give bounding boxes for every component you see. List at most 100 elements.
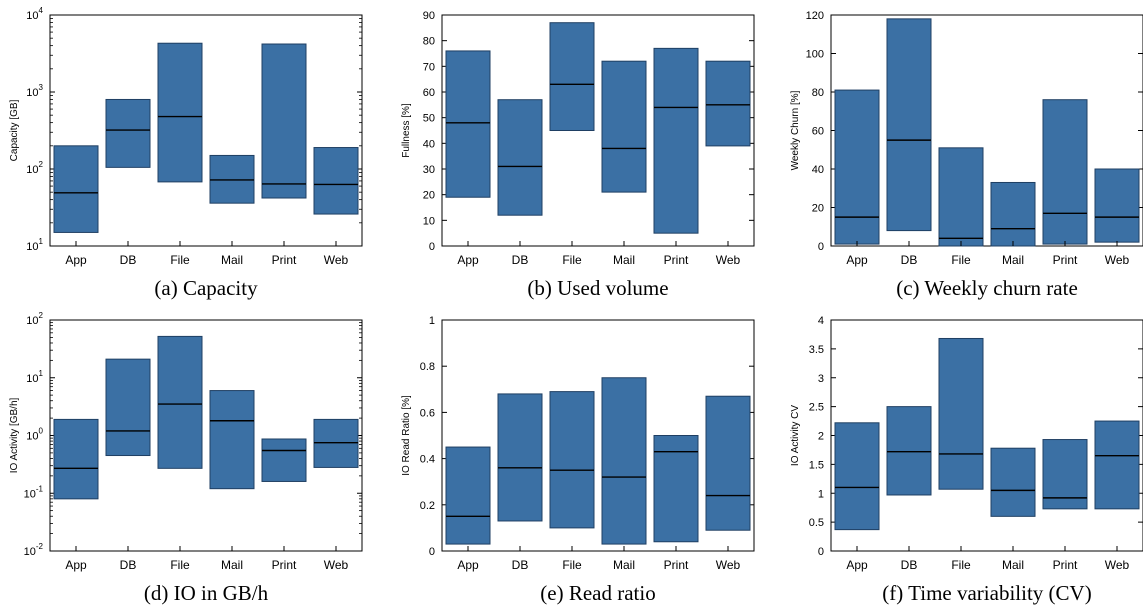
y-tick-label: 40 [423,138,435,150]
x-tick-label: App [846,558,868,572]
x-tick-label: File [170,253,190,267]
chart-panel-time-variability: 0 0.5 1 1.5 2 2.5 3 3.5 4 IO Activity CV App DB File… [781,305,1143,610]
x-tick-label: Mail [613,558,635,572]
chart-capacity: 101 102 103 104 Capacity [GB] App DB File Mail Pr… [9,6,363,267]
y-axis-label: Weekly Churn [%] [790,90,801,170]
y-tick-label: 30 [423,164,435,176]
y-tick-label: 1 [818,488,824,500]
y-tick-label: 80 [423,36,435,48]
box-web [313,147,359,215]
x-tick-label: Print [1053,558,1078,572]
box-db [105,98,151,168]
box-mail [209,390,255,490]
chart-panel-capacity: 101 102 103 104 Capacity [GB] App DB File Mail Pr… [0,0,363,305]
box-print [261,438,307,482]
box-db [886,406,932,496]
y-axis-label: IO Read Ratio [%] [401,395,412,476]
chart-time-variability: 0 0.5 1 1.5 2 2.5 3 3.5 4 IO Activity CV App DB File… [790,315,1143,572]
y-tick-label: 120 [806,10,824,22]
box-app [834,422,880,531]
x-tick-label: App [65,558,87,572]
x-tick-label: App [65,253,87,267]
x-tick-label: Print [272,558,297,572]
x-tick-label: Web [1105,558,1130,572]
y-tick-label: 0.2 [420,500,435,512]
box-app [53,145,99,233]
plot-frame [441,319,755,552]
x-tick-label: Mail [613,253,635,267]
box-web [1094,168,1140,243]
y-tick-label: 0.5 [809,517,824,529]
y-axis-label: IO Activity [GB/h] [9,397,20,473]
y-tick-label: 50 [423,113,435,125]
x-tick-label: Print [272,253,297,267]
box-file [157,42,203,183]
y-tick-label: 2.5 [809,402,824,414]
x-tick-label: File [951,558,971,572]
box-file [938,147,984,247]
chart-panel-weekly-churn: 0 20 40 60 80 100 120 Weekly Churn [%] App DB File… [781,0,1143,305]
x-tick-label: Web [716,558,741,572]
box-print [1042,99,1088,245]
y-tick-label: 4 [818,315,824,327]
x-tick-label: DB [120,253,137,267]
x-tick-label: DB [512,558,529,572]
y-tick-label: 70 [423,61,435,73]
box-web [1094,420,1140,510]
box-db [886,18,932,232]
x-tick-label: DB [120,558,137,572]
y-tick-label: 80 [812,87,824,99]
x-tick-label: Mail [1002,558,1024,572]
box-app [445,50,491,198]
y-tick-label: 3 [818,373,824,385]
y-axis-label: Capacity [GB] [9,99,20,161]
x-tick-label: File [170,558,190,572]
plot-frame [49,14,363,247]
box-app [834,89,880,245]
box-file [549,391,595,529]
chart-read-ratio: 0 0.2 0.4 0.6 0.8 1 IO Read Ratio [%] App DB File… [401,315,755,572]
box-print [261,43,307,199]
y-tick-label: 0.8 [420,361,435,373]
box-file [157,335,203,469]
y-tick-label: 2 [818,431,824,443]
y-tick-label: 0.4 [420,454,435,466]
x-tick-label: Web [716,253,741,267]
box-file [549,22,595,132]
plot-frame [441,14,755,247]
box-db [497,393,543,522]
x-tick-label: DB [901,253,918,267]
chart-panel-read-ratio: 0 0.2 0.4 0.6 0.8 1 IO Read Ratio [%] App DB File… [392,305,755,610]
chart-used-volume: 0 10 20 30 40 50 60 70 80 90 Fullness [%] App DB File… [401,10,755,267]
x-tick-label: File [562,253,582,267]
x-tick-label: Mail [1002,253,1024,267]
x-tick-label: Mail [221,253,243,267]
chart-io-gbh: 10-2 10-1 100 101 102 IO Activity [GB/h] App DB… [9,311,363,572]
x-tick-label: App [457,253,479,267]
caption-read-ratio: (e) Read ratio [540,581,656,605]
y-tick-label: 101 [26,369,43,385]
chart-weekly-churn: 0 20 40 60 80 100 120 Weekly Churn [%] App DB File… [790,10,1143,267]
y-tick-label: 20 [423,190,435,202]
y-tick-label: 90 [423,10,435,22]
y-tick-label: 102 [26,160,43,176]
box-db [105,358,151,457]
x-tick-label: Mail [221,558,243,572]
x-tick-label: Web [324,558,349,572]
chart-panel-used-volume: 0 10 20 30 40 50 60 70 80 90 Fullness [%] App DB File… [392,0,755,305]
box-web [705,395,751,531]
y-tick-label: 0.6 [420,407,435,419]
y-tick-label: 1 [429,315,435,327]
y-tick-label: 60 [423,87,435,99]
x-tick-label: File [951,253,971,267]
x-tick-label: Print [664,253,689,267]
x-tick-label: Print [1053,253,1078,267]
y-tick-label: 101 [26,237,43,253]
y-tick-label: 40 [812,164,824,176]
y-tick-label: 103 [26,83,43,99]
box-app [445,446,491,545]
y-tick-label: 60 [812,126,824,138]
x-tick-label: Print [664,558,689,572]
box-print [653,47,699,234]
y-tick-label: 104 [26,6,43,22]
